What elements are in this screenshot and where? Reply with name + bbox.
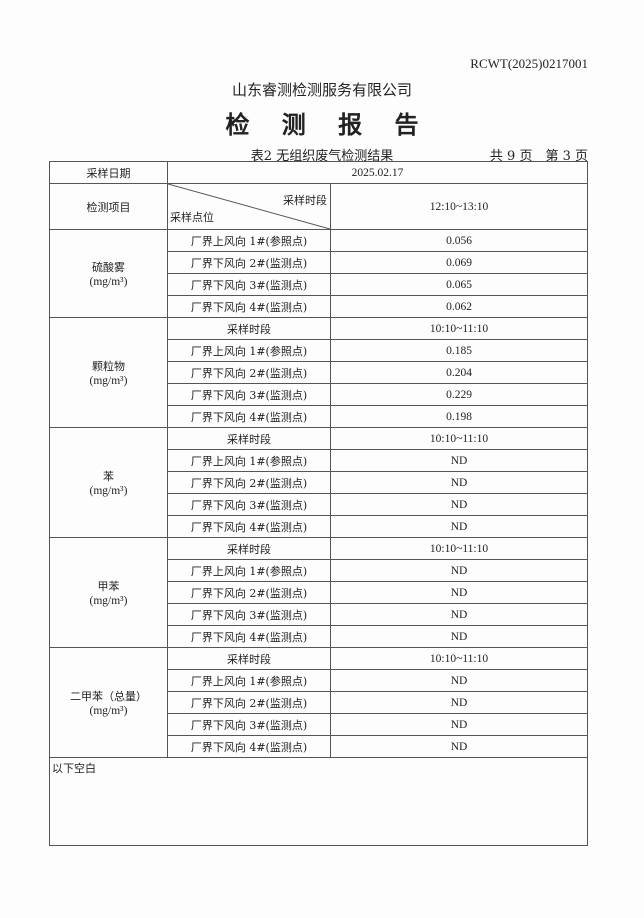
page-number: 共 9 页 第 3 页 [489, 149, 588, 164]
sampling-point: 厂界下风向 4#(监测点) [167, 735, 331, 758]
period-row: 二甲苯（总量） (mg/m³) 采样时段 10:10~11:10 [49, 647, 588, 758]
result-value: 0.185 [330, 339, 588, 362]
item-unit: (mg/m³) [89, 375, 128, 387]
diagonal-header: 采样时段 采样点位 [167, 183, 331, 230]
item-unit: (mg/m³) [89, 595, 128, 607]
footer-row: 以下空白 [49, 757, 588, 846]
period-row: 苯 (mg/m³) 采样时段 10:10~11:10 [49, 427, 588, 538]
item-title: 苯 [103, 470, 114, 483]
result-value: ND [330, 625, 588, 648]
sampling-point: 厂界下风向 2#(监测点) [167, 691, 331, 714]
result-value: ND [330, 713, 588, 736]
sampling-point: 厂界下风向 3#(监测点) [167, 383, 331, 406]
table-row: 厂界上风向 1#(参照点) ND [50, 449, 588, 472]
sampling-point: 厂界下风向 3#(监测点) [167, 273, 331, 296]
result-value: ND [330, 581, 588, 604]
table-row: 厂界下风向 3#(监测点) 0.065 [50, 273, 588, 296]
table-row: 厂界下风向 3#(监测点) ND [50, 493, 588, 516]
table-row: 厂界下风向 3#(监测点) 0.229 [50, 383, 588, 406]
table-caption: 表2 无组织废气检测结果 [250, 149, 394, 164]
period-value: 10:10~11:10 [330, 537, 588, 560]
result-value: ND [330, 493, 588, 516]
item-label: 检测项目 [49, 183, 168, 230]
item-unit: (mg/m³) [89, 705, 128, 717]
table-row: 厂界上风向 1#(参照点) ND [50, 559, 588, 582]
result-value: 0.065 [330, 273, 588, 296]
period-label: 采样时段 [167, 537, 331, 560]
result-value: ND [330, 471, 588, 494]
sampling-point: 厂界下风向 2#(监测点) [167, 471, 331, 494]
item-name: 颗粒物 (mg/m³) [49, 317, 168, 428]
period-value: 10:10~11:10 [330, 317, 588, 340]
sampling-point: 厂界下风向 2#(监测点) [167, 361, 331, 384]
sampling-point: 厂界下风向 4#(监测点) [167, 515, 331, 538]
sampling-point: 厂界下风向 3#(监测点) [167, 713, 331, 736]
company-name: 山东睿测检测服务有限公司 [231, 81, 412, 99]
item-title: 硫酸雾 [92, 261, 125, 274]
sampling-point: 厂界上风向 1#(参照点) [167, 449, 331, 472]
table-row: 厂界下风向 3#(监测点) ND [50, 603, 588, 626]
sampling-point: 厂界下风向 4#(监测点) [167, 295, 331, 318]
period-value: 10:10~11:10 [330, 427, 588, 450]
report-code: RCWT(2025)0217001 [470, 56, 588, 71]
item-name: 苯 (mg/m³) [49, 427, 168, 538]
result-value: 0.229 [330, 383, 588, 406]
header-row: 检测项目 采样时段 采样点位 12:10~13:10 [49, 183, 588, 230]
date-row: 采样日期 2025.02.17 [49, 161, 588, 184]
first-period: 12:10~13:10 [330, 183, 588, 230]
sampling-point: 厂界上风向 1#(参照点) [167, 559, 331, 582]
sampling-point: 厂界上风向 1#(参照点) [167, 669, 331, 692]
item-unit: (mg/m³) [89, 485, 128, 497]
item-title: 二甲苯（总量） [70, 690, 147, 703]
footer-note: 以下空白 [49, 757, 588, 846]
table-row: 厂界上风向 1#(参照点) ND [50, 669, 588, 692]
report-title: 检 测 报 告 [225, 110, 431, 139]
result-value: ND [330, 603, 588, 626]
item-name: 硫酸雾 (mg/m³) [49, 229, 168, 318]
item-title: 颗粒物 [92, 360, 125, 373]
period-label: 采样时段 [167, 427, 331, 450]
table-row: 厂界下风向 2#(监测点) ND [50, 471, 588, 494]
result-value: ND [330, 735, 588, 758]
result-value: ND [330, 559, 588, 582]
result-value: 0.062 [330, 295, 588, 318]
period-label: 采样时段 [167, 317, 331, 340]
date-value: 2025.02.17 [167, 161, 588, 184]
result-value: 0.056 [330, 229, 588, 252]
result-value: 0.204 [330, 361, 588, 384]
results-table: 采样日期 2025.02.17 检测项目 采样时段 采样点位 12:10~13:… [49, 161, 588, 846]
sampling-point: 厂界下风向 2#(监测点) [167, 251, 331, 274]
item-title: 甲苯 [97, 580, 120, 593]
sampling-point: 厂界下风向 2#(监测点) [167, 581, 331, 604]
result-value: ND [330, 515, 588, 538]
sampling-point: 厂界上风向 1#(参照点) [167, 229, 331, 252]
table-row: 厂界下风向 4#(监测点) 0.062 [50, 295, 588, 318]
period-value: 10:10~11:10 [330, 647, 588, 670]
item-name: 二甲苯（总量） (mg/m³) [49, 647, 168, 758]
period-row: 甲苯 (mg/m³) 采样时段 10:10~11:10 [49, 537, 588, 648]
period-label: 采样时段 [283, 194, 327, 207]
table-row: 厂界下风向 2#(监测点) ND [50, 581, 588, 604]
date-label: 采样日期 [49, 161, 168, 184]
result-value: 0.069 [330, 251, 588, 274]
result-value: ND [330, 691, 588, 714]
point-label: 采样点位 [170, 211, 214, 224]
period-row: 颗粒物 (mg/m³) 采样时段 10:10~11:10 [49, 317, 588, 428]
sampling-point: 厂界下风向 4#(监测点) [167, 625, 331, 648]
result-value: ND [330, 669, 588, 692]
period-label: 采样时段 [167, 647, 331, 670]
sampling-point: 厂界上风向 1#(参照点) [167, 339, 331, 362]
result-value: ND [330, 449, 588, 472]
item-name: 甲苯 (mg/m³) [49, 537, 168, 648]
table-row: 硫酸雾 (mg/m³) 厂界上风向 1#(参照点) 0.056 [49, 229, 588, 318]
table-row: 厂界下风向 2#(监测点) 0.204 [50, 361, 588, 384]
item-unit: (mg/m³) [89, 276, 128, 288]
sampling-point: 厂界下风向 3#(监测点) [167, 603, 331, 626]
sampling-point: 厂界下风向 3#(监测点) [167, 493, 331, 516]
result-value: 0.198 [330, 405, 588, 428]
sampling-point: 厂界下风向 4#(监测点) [167, 405, 331, 428]
